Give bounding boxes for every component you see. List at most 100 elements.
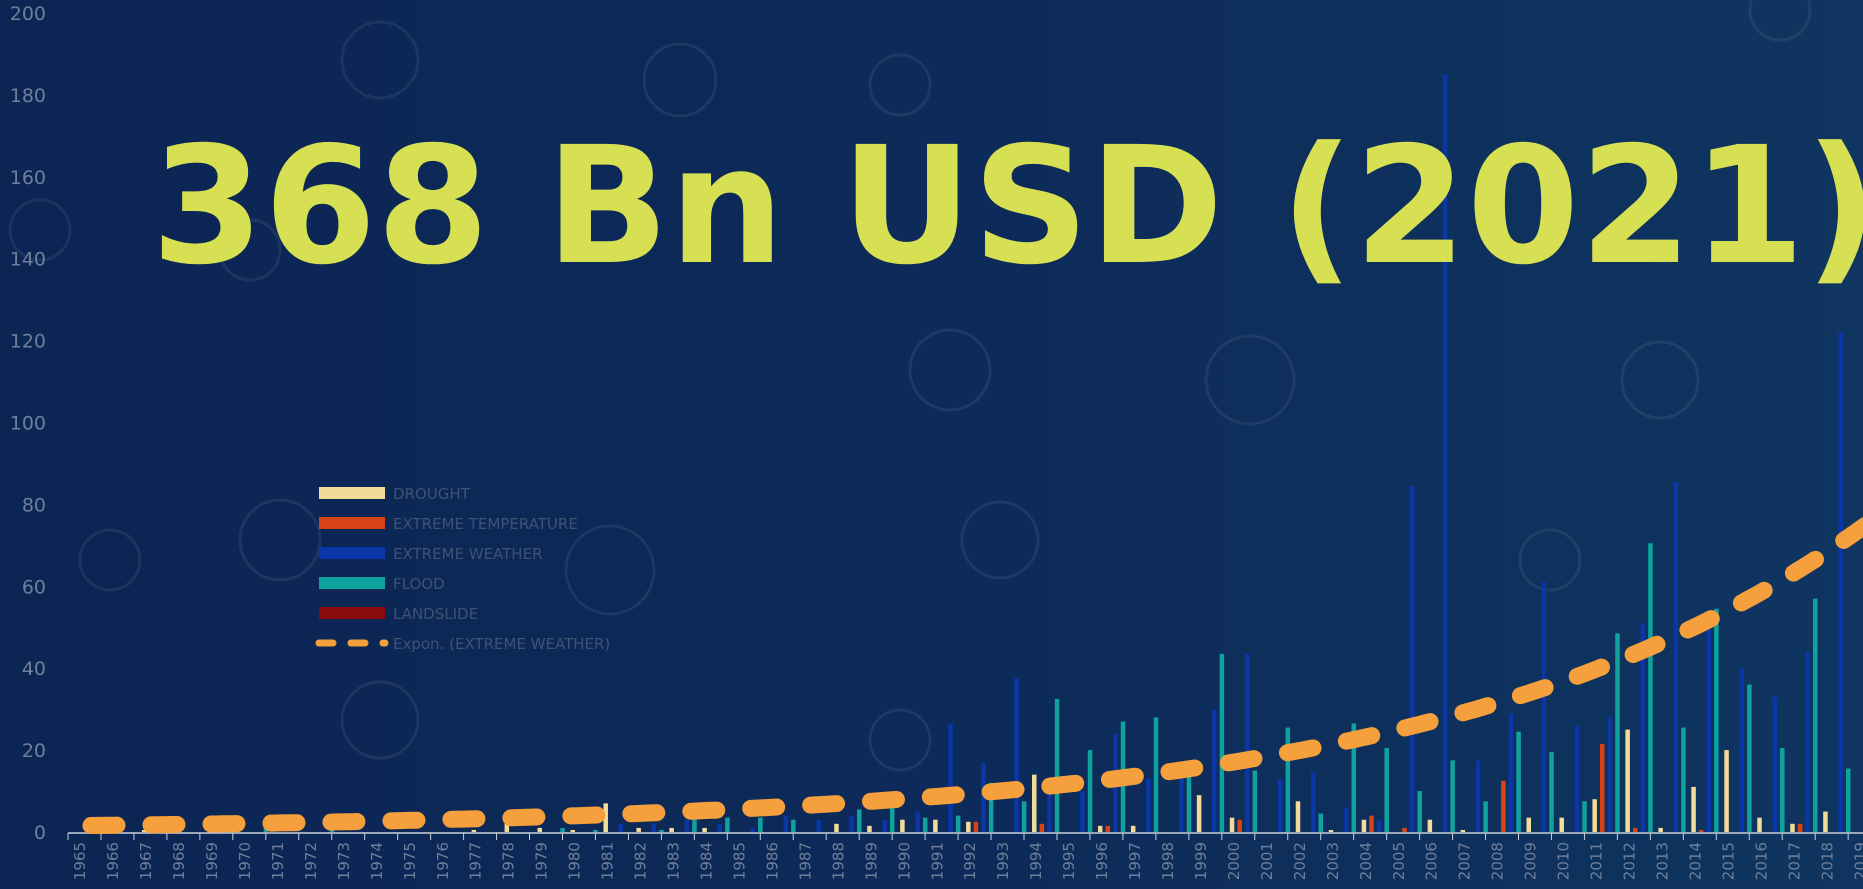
- bar-drought: [1196, 795, 1202, 832]
- bar-flood: [1054, 698, 1060, 832]
- bar-drought: [900, 819, 905, 832]
- bar-extreme-temperature: [1237, 819, 1242, 832]
- legend-label: EXTREME TEMPERATURE: [393, 515, 578, 533]
- y-tick-label: 100: [10, 413, 46, 435]
- bar-extreme-temperature: [1105, 825, 1111, 832]
- bar-drought: [504, 823, 510, 832]
- bar-drought: [1460, 829, 1466, 832]
- bar-extreme-weather: [1640, 623, 1646, 832]
- bar-extreme-weather: [1212, 709, 1217, 832]
- legend-swatch-extreme-temperature: [319, 517, 385, 529]
- y-tick-label: 160: [10, 167, 46, 189]
- x-tick-label: 2001: [1258, 842, 1276, 880]
- bar-extreme-weather: [717, 823, 723, 832]
- x-tick-label: 2017: [1785, 842, 1803, 880]
- x-tick-label: 1972: [302, 842, 320, 880]
- bar-extreme-weather: [1146, 778, 1151, 832]
- bar-extreme-weather: [783, 815, 788, 832]
- legend-label: LANDSLIDE: [393, 605, 478, 623]
- bar-drought: [1592, 799, 1597, 832]
- x-tick-label: 2019: [1851, 842, 1863, 880]
- x-tick-label: 1993: [994, 842, 1012, 880]
- bar-extreme-weather: [1838, 332, 1843, 832]
- bar-drought: [570, 829, 575, 832]
- x-tick-label: 2011: [1588, 842, 1606, 880]
- bar-flood: [1153, 717, 1159, 832]
- bar-extreme-weather: [948, 723, 953, 832]
- x-tick-label: 2002: [1291, 842, 1309, 880]
- y-tick-label: 20: [22, 740, 46, 762]
- y-tick-label: 40: [22, 658, 46, 680]
- bar-drought: [1691, 786, 1696, 832]
- bar-drought: [867, 825, 872, 832]
- x-tick-label: 1988: [829, 842, 847, 880]
- x-tick-label: 2014: [1686, 842, 1704, 880]
- x-axis: 1965 1966 1967 1968 1969 1970 1971 1972 1973 1974…: [67, 832, 1863, 880]
- x-tick-label: 1979: [533, 842, 551, 880]
- bar-drought: [1229, 817, 1235, 832]
- bar-flood: [1681, 727, 1686, 832]
- legend: DROUGHT EXTREME TEMPERATURE EXTREME WEATHE…: [315, 485, 610, 653]
- bar-flood: [1318, 813, 1324, 832]
- legend-swatch-drought: [319, 487, 385, 499]
- x-tick-label: 1984: [697, 842, 715, 880]
- x-tick-label: 2018: [1818, 842, 1836, 880]
- bar-flood: [1285, 727, 1291, 832]
- bar-drought: [1097, 825, 1103, 832]
- bar-extreme-weather: [1310, 772, 1316, 832]
- bar-extreme-weather: [1574, 725, 1580, 832]
- bar-flood: [560, 827, 565, 832]
- legend-label: EXTREME WEATHER: [393, 545, 543, 563]
- bar-extreme-weather: [882, 819, 887, 832]
- legend-label: FLOOD: [393, 575, 445, 593]
- y-tick-label: 180: [10, 85, 46, 107]
- bar-extreme-weather: [1014, 678, 1019, 832]
- bar-extreme-temperature: [1369, 815, 1374, 832]
- bar-flood: [1845, 768, 1851, 832]
- bar-extreme-weather: [1245, 653, 1250, 832]
- bar-flood: [593, 829, 598, 832]
- bar-extreme-temperature: [1039, 823, 1045, 832]
- x-tick-label: 2007: [1456, 842, 1474, 880]
- bar-extreme-weather: [816, 819, 821, 832]
- bar-flood: [758, 817, 763, 832]
- y-tick-label: 60: [22, 576, 46, 598]
- bar-flood: [955, 815, 961, 832]
- bar-flood: [889, 807, 895, 832]
- bar-extreme-weather: [1508, 713, 1514, 832]
- bar-extreme-weather: [1179, 770, 1184, 832]
- bar-flood: [1516, 731, 1521, 832]
- x-tick-label: 2005: [1390, 842, 1408, 880]
- trendline-extreme-weather: [82, 516, 1863, 834]
- x-tick-label: 1985: [730, 842, 748, 880]
- bar-drought: [834, 823, 839, 832]
- legend-label: Expon. (EXTREME WEATHER): [393, 635, 610, 653]
- x-tick-label: 1967: [137, 842, 155, 880]
- bar-flood: [1450, 760, 1455, 832]
- bar-extreme-weather: [1376, 819, 1382, 832]
- bar-extreme-temperature: [1633, 827, 1638, 832]
- bar-flood: [1384, 748, 1389, 832]
- y-tick-label: 200: [10, 3, 46, 25]
- bar-extreme-temperature: [1698, 829, 1704, 832]
- x-tick-label: 2010: [1555, 842, 1573, 880]
- bar-drought: [1724, 750, 1729, 832]
- x-tick-label: 1994: [1027, 842, 1045, 880]
- bar-drought: [1559, 817, 1564, 832]
- bar-extreme-weather: [1442, 74, 1448, 833]
- x-tick-label: 1999: [1192, 842, 1210, 880]
- bar-extreme-weather: [684, 819, 690, 832]
- x-tick-label: 1991: [928, 842, 946, 880]
- x-tick-label: 1975: [401, 842, 419, 880]
- x-tick-label: 1978: [500, 842, 518, 880]
- legend-swatch-landslide: [319, 607, 385, 619]
- bar-flood: [922, 817, 928, 832]
- x-tick-label: 2006: [1423, 842, 1441, 880]
- x-tick-label: 2009: [1522, 842, 1540, 880]
- bar-drought: [471, 829, 477, 832]
- bar-flood: [1582, 801, 1587, 832]
- y-tick-label: 120: [10, 331, 46, 353]
- x-tick-label: 1977: [467, 842, 485, 880]
- bar-flood: [1549, 752, 1554, 832]
